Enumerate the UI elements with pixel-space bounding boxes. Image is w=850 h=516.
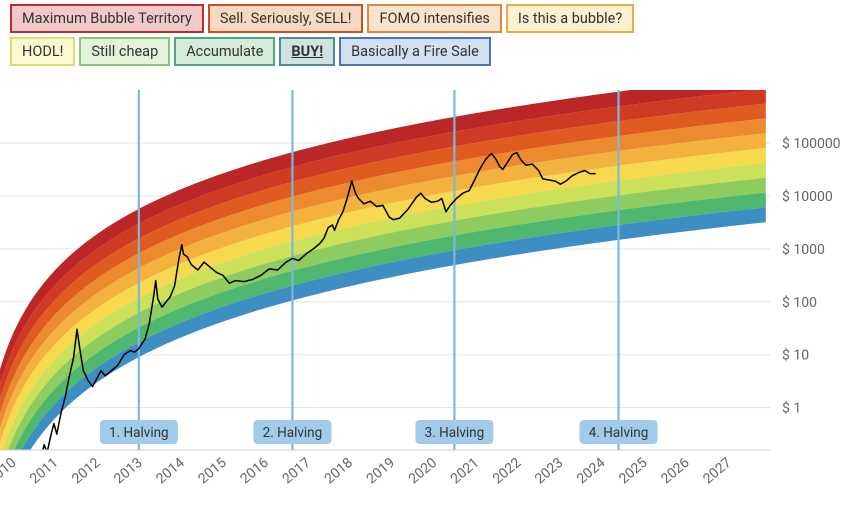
- x-tick-label: 2017: [280, 455, 314, 488]
- legend-item[interactable]: Still cheap: [79, 37, 170, 66]
- rainbow-bands: [0, 90, 766, 516]
- x-tick-label: 2011: [27, 455, 61, 487]
- legend-item[interactable]: BUY!: [279, 37, 335, 66]
- x-tick-label: 2014: [153, 455, 187, 488]
- x-tick-label: 2015: [195, 455, 229, 488]
- y-tick-label: $ 100000: [782, 135, 841, 152]
- legend-item[interactable]: HODL!: [10, 37, 75, 66]
- halving-label: 3. Halving: [415, 420, 493, 444]
- x-tick-label: 2027: [700, 455, 734, 488]
- y-tick-label: $ 1000: [782, 241, 825, 258]
- x-tick-label: 2016: [237, 455, 271, 488]
- x-tick-label: 2026: [658, 455, 692, 488]
- legend-item[interactable]: Maximum Bubble Territory: [10, 4, 204, 33]
- x-tick-label: 2021: [448, 455, 482, 487]
- x-tick-label: 2022: [490, 455, 524, 488]
- y-tick-label: $ 100: [782, 294, 817, 311]
- x-tick-label: 2012: [69, 455, 103, 488]
- x-tick-label: 2023: [532, 455, 566, 487]
- halving-label-text: 3. Halving: [425, 425, 485, 441]
- halving-label: 1. Halving: [100, 420, 178, 444]
- x-tick-label: 2013: [111, 455, 145, 487]
- x-tick-label: 2019: [364, 455, 398, 487]
- y-tick-label: $ 10: [782, 347, 809, 364]
- halving-label: 2. Halving: [253, 420, 331, 444]
- halving-label-text: 2. Halving: [263, 425, 323, 441]
- x-tick-label: 2018: [322, 455, 356, 488]
- legend-item[interactable]: Basically a Fire Sale: [339, 37, 491, 66]
- legend-row-0: Maximum Bubble TerritorySell. Seriously,…: [10, 4, 634, 33]
- x-tick-label: 2010: [0, 455, 19, 488]
- legend-item[interactable]: Is this a bubble?: [506, 4, 634, 33]
- legend-item[interactable]: Accumulate: [174, 37, 275, 66]
- legend: Maximum Bubble TerritorySell. Seriously,…: [10, 4, 634, 66]
- halving-label-text: 1. Halving: [109, 425, 169, 441]
- legend-item[interactable]: FOMO intensifies: [367, 4, 501, 33]
- y-tick-label: $ 1: [782, 400, 801, 417]
- legend-item[interactable]: Sell. Seriously, SELL!: [208, 4, 364, 33]
- y-tick-label: $ 10000: [782, 188, 833, 205]
- rainbow-chart: $ 1 $ 10 $ 100 $ 1000 $ 10000 $ 100000 2010 201…: [0, 90, 850, 516]
- x-tick-label: 2024: [574, 455, 608, 488]
- x-tick-label: 2025: [616, 455, 650, 488]
- legend-row-1: HODL!Still cheapAccumulateBUY!Basically …: [10, 37, 634, 66]
- halving-label: 4. Halving: [580, 420, 658, 444]
- halving-labels: 1. Halving 2. Halving 3. Halving 4. Halving: [100, 420, 658, 444]
- x-tick-label: 2020: [406, 455, 440, 488]
- halving-label-text: 4. Halving: [589, 425, 649, 441]
